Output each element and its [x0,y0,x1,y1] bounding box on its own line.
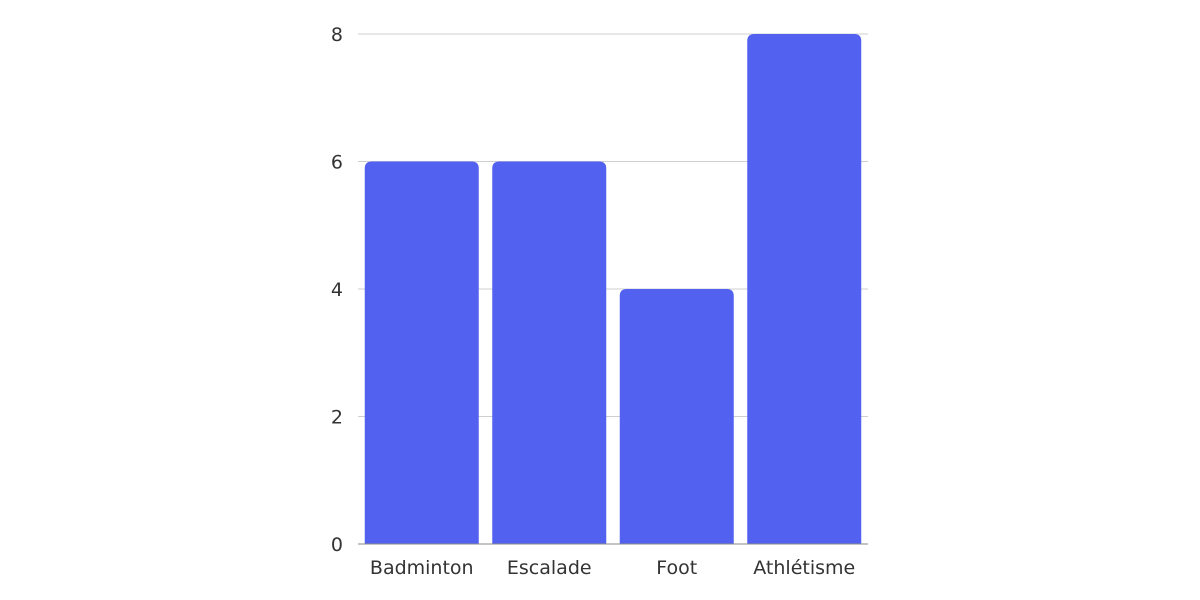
x-tick-label: Foot [656,557,697,579]
x-tick-label: Badminton [370,557,474,579]
bar-foot [619,289,734,544]
bar-athlétisme [747,34,862,544]
y-tick-label: 8 [331,24,343,46]
x-axis-labels: Badminton Escalade Foot Athlétisme [370,557,855,579]
y-tick-label: 2 [331,407,343,429]
bars [364,34,862,544]
y-axis-ticks: 0 2 4 6 8 [331,24,343,556]
y-tick-label: 6 [331,152,343,174]
x-tick-label: Escalade [507,557,592,579]
y-tick-label: 4 [331,279,343,301]
x-tick-label: Athlétisme [753,557,855,579]
y-tick-label: 0 [331,534,343,556]
bar-escalade [492,161,607,544]
bar-badminton [364,161,479,544]
